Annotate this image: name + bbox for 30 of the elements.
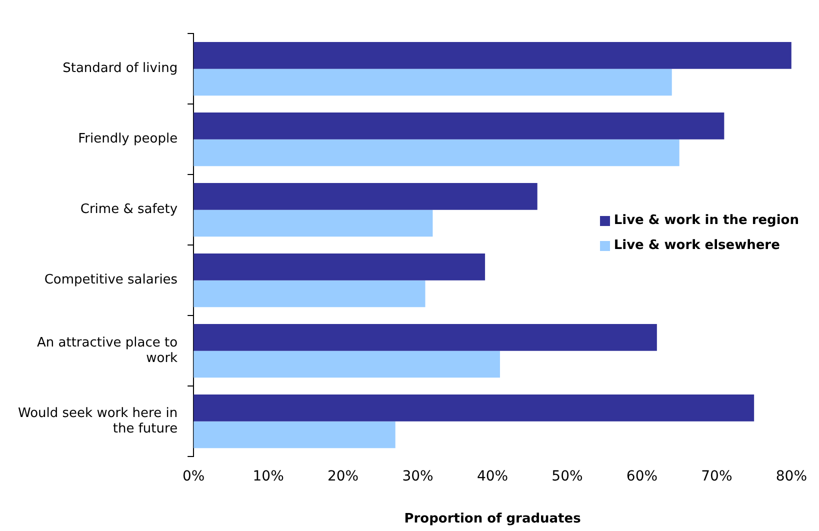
- x-tick-label: 10%: [252, 468, 284, 485]
- bar: [194, 139, 680, 166]
- y-tick-label: Crime & safety: [80, 202, 178, 218]
- x-tick-label: 20%: [327, 468, 359, 485]
- bar: [194, 42, 792, 69]
- bar: [194, 112, 724, 140]
- y-tick-label: An attractive place to work: [37, 335, 178, 366]
- bar: [194, 350, 500, 378]
- bar: [194, 254, 486, 280]
- x-axis-title: Proportion of graduates: [404, 512, 582, 527]
- bar: [194, 210, 433, 237]
- y-tick-label: Would seek work here in the future: [18, 406, 178, 437]
- x-tick-label: 40%: [476, 468, 508, 485]
- y-tick-label: Standard of living: [62, 61, 178, 76]
- y-tick-label: Friendly people: [78, 132, 178, 147]
- bar: [194, 324, 657, 351]
- legend-label: Live & work in the region: [614, 213, 799, 228]
- legend-label: Live & work elsewhere: [614, 238, 780, 253]
- x-tick-label: 70%: [701, 468, 732, 485]
- bar: [194, 394, 754, 422]
- x-tick-label: 80%: [776, 468, 808, 485]
- x-tick-label: 50%: [552, 468, 583, 485]
- x-tick-label: 60%: [626, 468, 658, 485]
- bar: [194, 421, 396, 448]
- bar: [194, 68, 672, 96]
- bar: [194, 183, 538, 210]
- y-tick-label: Competitive salaries: [44, 272, 178, 288]
- x-tick-label: 0%: [182, 468, 205, 485]
- x-tick-label: 30%: [402, 468, 434, 485]
- bar: [194, 280, 426, 308]
